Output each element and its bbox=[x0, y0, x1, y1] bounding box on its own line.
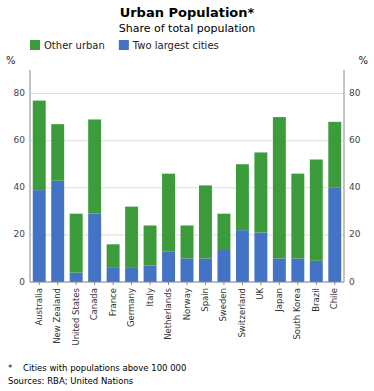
bar bbox=[217, 249, 230, 282]
x-tick-label: Spain bbox=[200, 288, 210, 312]
grid-line bbox=[30, 93, 344, 94]
y-axis-line bbox=[30, 70, 31, 282]
bar bbox=[273, 258, 286, 282]
bar bbox=[125, 268, 138, 282]
x-tick bbox=[57, 282, 58, 285]
x-tick bbox=[316, 282, 317, 285]
x-tick bbox=[168, 282, 169, 285]
y2-axis-label: % bbox=[358, 55, 368, 66]
bar bbox=[33, 190, 46, 282]
bar bbox=[162, 251, 175, 282]
bar bbox=[144, 266, 157, 282]
y2-axis-line bbox=[344, 70, 345, 282]
bar bbox=[199, 258, 212, 282]
x-tick bbox=[76, 282, 77, 285]
x-tick-label: France bbox=[108, 288, 118, 316]
x-tick-label: South Korea bbox=[292, 288, 302, 340]
bar bbox=[254, 233, 267, 282]
bar bbox=[125, 207, 138, 268]
y-tick-label: 20 bbox=[14, 229, 26, 239]
bar bbox=[181, 258, 194, 282]
legend-label: Two largest cities bbox=[132, 40, 219, 51]
x-tick-label: Chile bbox=[329, 288, 339, 309]
legend-label: Other urban bbox=[44, 40, 105, 51]
y-axis-label: % bbox=[6, 55, 16, 66]
bar bbox=[107, 268, 120, 282]
bar bbox=[70, 273, 83, 282]
x-tick bbox=[150, 282, 151, 285]
bar bbox=[328, 188, 341, 282]
bar bbox=[310, 261, 323, 282]
footnote: * Cities with populations above 100 000 bbox=[8, 363, 186, 373]
x-tick bbox=[279, 282, 280, 285]
y2-tick-label: 80 bbox=[349, 88, 361, 98]
x-tick-label: Sweden bbox=[218, 288, 228, 322]
x-tick bbox=[297, 282, 298, 285]
x-tick bbox=[334, 282, 335, 285]
x-tick bbox=[113, 282, 114, 285]
bar bbox=[107, 244, 120, 268]
bar bbox=[199, 185, 212, 258]
x-tick-label: United States bbox=[71, 287, 81, 345]
subtitle: Share of total population bbox=[119, 22, 256, 35]
bar bbox=[310, 160, 323, 261]
x-tick bbox=[205, 282, 206, 285]
y-tick-label: 40 bbox=[14, 182, 26, 192]
y-tick-label: 80 bbox=[14, 88, 26, 98]
bar bbox=[70, 214, 83, 273]
x-tick bbox=[260, 282, 261, 285]
legend-swatch bbox=[119, 40, 129, 50]
bar bbox=[236, 230, 249, 282]
bar bbox=[51, 181, 64, 282]
x-tick-label: New Zealand bbox=[52, 288, 62, 344]
bar bbox=[51, 124, 64, 181]
bar bbox=[291, 174, 304, 259]
bar bbox=[144, 225, 157, 265]
grid-line bbox=[30, 140, 344, 141]
y-tick-label: 0 bbox=[19, 277, 25, 287]
x-tick-label: Japan bbox=[274, 288, 284, 313]
x-tick-label: Canada bbox=[89, 288, 99, 320]
bar bbox=[236, 164, 249, 230]
x-tick-label: UK bbox=[255, 288, 265, 300]
y2-tick-label: 20 bbox=[349, 229, 361, 239]
y2-tick-label: 60 bbox=[349, 135, 361, 145]
y-tick-label: 60 bbox=[14, 135, 26, 145]
bar bbox=[162, 174, 175, 252]
x-tick bbox=[39, 282, 40, 285]
title: Urban Population* bbox=[120, 5, 255, 20]
y2-tick-label: 40 bbox=[349, 182, 361, 192]
bar bbox=[254, 152, 267, 232]
bar bbox=[181, 225, 194, 258]
x-tick-label: Netherlands bbox=[163, 287, 173, 339]
x-tick-label: Italy bbox=[145, 288, 155, 306]
x-tick bbox=[242, 282, 243, 285]
source: Sources: RBA; United Nations bbox=[8, 376, 134, 386]
x-tick bbox=[131, 282, 132, 285]
chart: Urban Population* Share of total populati… bbox=[0, 0, 374, 391]
bar bbox=[217, 214, 230, 249]
x-tick bbox=[94, 282, 95, 285]
y2-tick-label: 0 bbox=[349, 277, 355, 287]
bar bbox=[291, 258, 304, 282]
bars bbox=[33, 101, 341, 282]
bar bbox=[88, 214, 101, 282]
x-tick-label: Switzerland bbox=[237, 288, 247, 338]
bar bbox=[328, 122, 341, 188]
x-tick-label: Germany bbox=[126, 288, 136, 327]
legend: Other urban Two largest cities bbox=[30, 40, 219, 51]
bar bbox=[33, 101, 46, 191]
legend-swatch bbox=[30, 40, 40, 50]
bar bbox=[273, 117, 286, 258]
x-tick-label: Australia bbox=[34, 288, 44, 326]
x-tick bbox=[187, 282, 188, 285]
x-tick bbox=[223, 282, 224, 285]
x-tick-label: Norway bbox=[182, 288, 192, 320]
x-tick-label: Brazil bbox=[311, 288, 321, 312]
bar bbox=[88, 119, 101, 213]
